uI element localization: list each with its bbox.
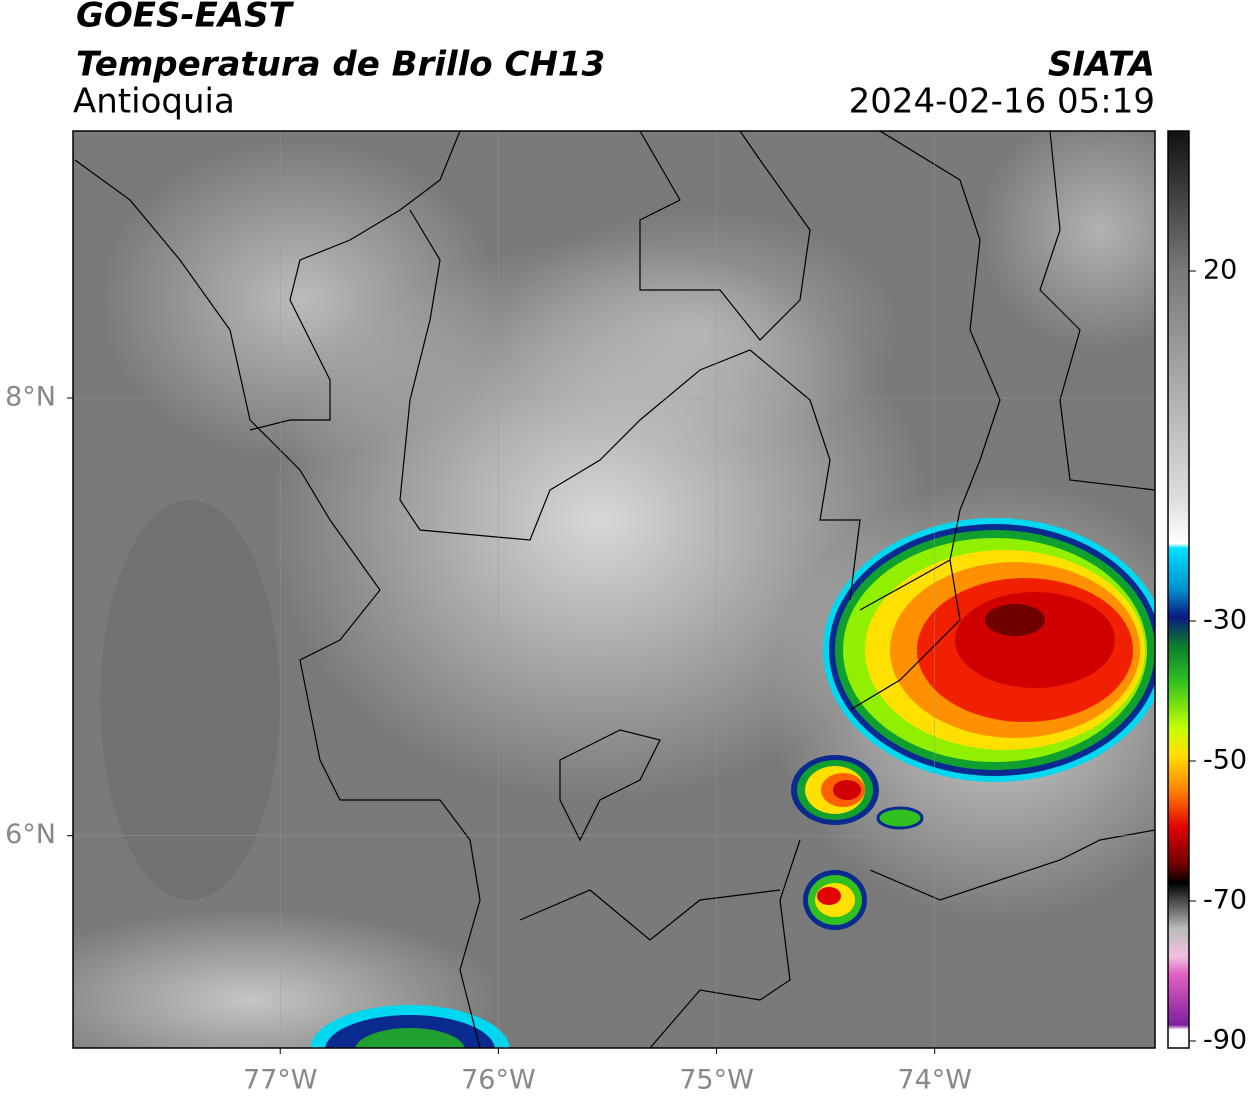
x-tick-label: 75°W [679, 1065, 754, 1096]
grid [73, 131, 1155, 1048]
colorbar [1167, 130, 1190, 1049]
colorbar-label: -90 [1203, 1025, 1247, 1056]
y-tick-label: 8°N [5, 382, 56, 413]
colorbar-label: 20 [1203, 255, 1237, 286]
imagery [73, 131, 1155, 1048]
x-tick-label: 77°W [243, 1065, 318, 1096]
x-tick-label: 74°W [897, 1065, 972, 1096]
title: GOES-EAST [76, 0, 295, 36]
colorbar-label: -30 [1203, 605, 1247, 636]
colorbar-label: -50 [1203, 745, 1247, 776]
subtitle: Temperatura de Brillo CH13 [76, 45, 605, 85]
map-frame [72, 130, 1156, 1049]
x-tick-label: 76°W [461, 1065, 536, 1096]
datetime: 2024-02-16 05:19 [849, 82, 1155, 122]
y-tick-label: 6°N [5, 819, 56, 850]
region: Antioquia [73, 82, 235, 122]
org: SIATA [1048, 45, 1155, 85]
colorbar-label: -70 [1203, 885, 1247, 916]
